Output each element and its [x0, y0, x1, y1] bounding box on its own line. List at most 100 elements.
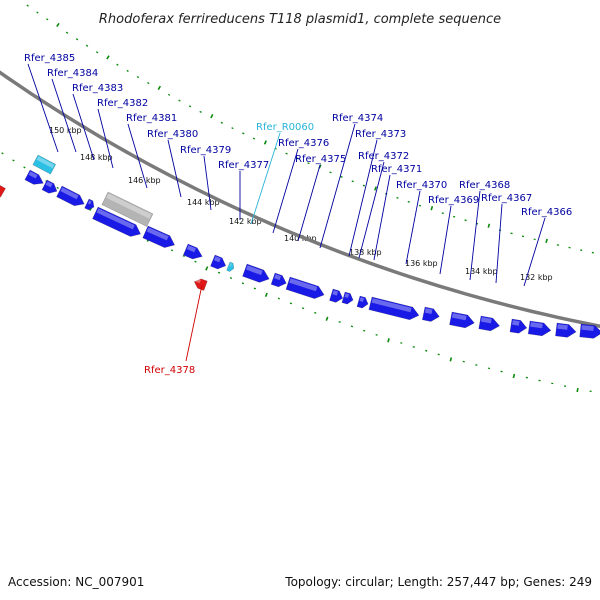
tick-label: 142 kbp: [229, 217, 262, 226]
minor-tick: [36, 11, 39, 14]
major-tick: [205, 266, 209, 271]
rna-feature[interactable]: [32, 154, 57, 175]
gene-feature[interactable]: [555, 322, 577, 338]
gene-label[interactable]: Rfer_4382: [97, 98, 148, 109]
sequence-backbone: [0, 70, 600, 328]
leader-line: [127, 123, 148, 189]
tick-label: 132 kbp: [520, 273, 553, 282]
gene-features[interactable]: [0, 154, 600, 339]
tick-label: 150 kbp: [49, 126, 82, 135]
gene-label[interactable]: Rfer_4368: [459, 180, 510, 191]
gene-feature[interactable]: [24, 169, 46, 188]
gene-label[interactable]: Rfer_4376: [278, 138, 329, 149]
gene-label[interactable]: Rfer_R0060: [256, 122, 314, 133]
leader-line: [405, 190, 421, 265]
pseudogene-feature[interactable]: [101, 191, 154, 227]
major-tick: [325, 316, 329, 321]
gene-feature[interactable]: [270, 272, 288, 289]
rna-feature[interactable]: [226, 261, 236, 273]
major-tick: [264, 292, 268, 298]
summary-text: Topology: circular; Length: 257,447 bp; …: [284, 575, 592, 589]
major-tick: [56, 22, 60, 28]
gene-feature[interactable]: [84, 198, 97, 211]
major-tick: [512, 373, 516, 379]
leader-line: [250, 132, 281, 225]
minor-tick: [350, 325, 354, 328]
gene-label[interactable]: Rfer_4369: [428, 195, 479, 206]
minor-tick: [46, 18, 49, 21]
gene-feature[interactable]: [421, 306, 440, 323]
gene-label[interactable]: Rfer_4384: [47, 68, 98, 79]
gene-feature[interactable]: [368, 296, 421, 322]
gene-feature[interactable]: [356, 295, 370, 309]
major-tick: [374, 186, 377, 191]
gene-label[interactable]: Rfer_4374: [332, 113, 383, 124]
gene-label[interactable]: Rfer_4379: [180, 145, 231, 156]
gene-labels[interactable]: Rfer_4385 Rfer_4384 Rfer_4383 Rfer_4382 Rfer…: [24, 53, 572, 376]
gene-feature[interactable]: [478, 315, 501, 332]
major-tick: [576, 387, 579, 393]
minor-tick: [217, 271, 221, 274]
minor-tick: [229, 277, 233, 280]
gene-label[interactable]: Rfer_4378: [144, 365, 195, 376]
gene-feature[interactable]: [509, 318, 528, 334]
minor-tick: [407, 200, 410, 203]
minor-tick: [220, 121, 223, 124]
gene-label[interactable]: Rfer_4367: [481, 193, 532, 204]
leader-line: [51, 78, 77, 153]
gene-feature[interactable]: [182, 243, 204, 262]
gene-label[interactable]: Rfer_4377: [218, 160, 269, 171]
gene-label[interactable]: Rfer_4385: [24, 53, 75, 64]
minor-tick: [12, 159, 15, 162]
gene-label[interactable]: Rfer_4366: [521, 207, 572, 218]
leader-line: [373, 174, 391, 261]
gene-label[interactable]: Rfer_4371: [371, 164, 422, 175]
gene-label[interactable]: Rfer_4370: [396, 180, 447, 191]
major-tick: [387, 338, 390, 343]
gene-feature[interactable]: [449, 311, 476, 329]
tick-label: 136 kbp: [405, 259, 438, 268]
gene-label[interactable]: Rfer_4375: [295, 154, 346, 165]
minor-tick: [252, 137, 256, 140]
leader-line: [167, 139, 182, 198]
minor-tick: [274, 147, 277, 150]
minor-tick: [296, 157, 299, 160]
minor-tick: [362, 184, 366, 187]
gene-feature[interactable]: [579, 323, 600, 339]
minor-tick: [241, 282, 245, 285]
gene-feature[interactable]: [56, 185, 87, 209]
minor-tick: [147, 82, 150, 85]
major-tick: [545, 238, 548, 243]
minor-tick: [314, 311, 317, 314]
minor-tick: [23, 166, 26, 169]
reverse-gene-feature[interactable]: [0, 183, 6, 198]
minor-tick: [65, 31, 69, 34]
reverse-gene-feature[interactable]: [193, 277, 208, 291]
minor-tick: [396, 196, 399, 199]
leader-line: [495, 203, 503, 284]
gene-feature[interactable]: [210, 254, 228, 271]
minor-tick: [85, 44, 89, 47]
gene-feature[interactable]: [41, 179, 59, 196]
gene-label[interactable]: Rfer_4383: [72, 83, 123, 94]
gene-feature[interactable]: [527, 320, 552, 337]
minor-tick: [167, 93, 171, 96]
minor-tick: [253, 287, 257, 290]
gene-feature[interactable]: [142, 225, 178, 251]
gene-feature[interactable]: [329, 288, 344, 304]
minor-tick: [56, 186, 59, 189]
gene-label[interactable]: Rfer_4373: [355, 129, 406, 140]
gene-feature[interactable]: [92, 206, 144, 240]
gene-feature[interactable]: [242, 263, 272, 285]
gene-feature[interactable]: [341, 291, 355, 305]
tick-label: 144 kbp: [187, 198, 220, 207]
major-tick: [263, 140, 267, 145]
minor-tick: [242, 132, 245, 135]
gene-label[interactable]: Rfer_4380: [147, 129, 198, 140]
gene-feature[interactable]: [285, 276, 326, 301]
major-tick: [210, 114, 214, 119]
gene-label[interactable]: Rfer_4381: [126, 113, 177, 124]
tick-label: 148 kbp: [80, 153, 113, 162]
gene-label[interactable]: Rfer_4372: [358, 151, 409, 162]
